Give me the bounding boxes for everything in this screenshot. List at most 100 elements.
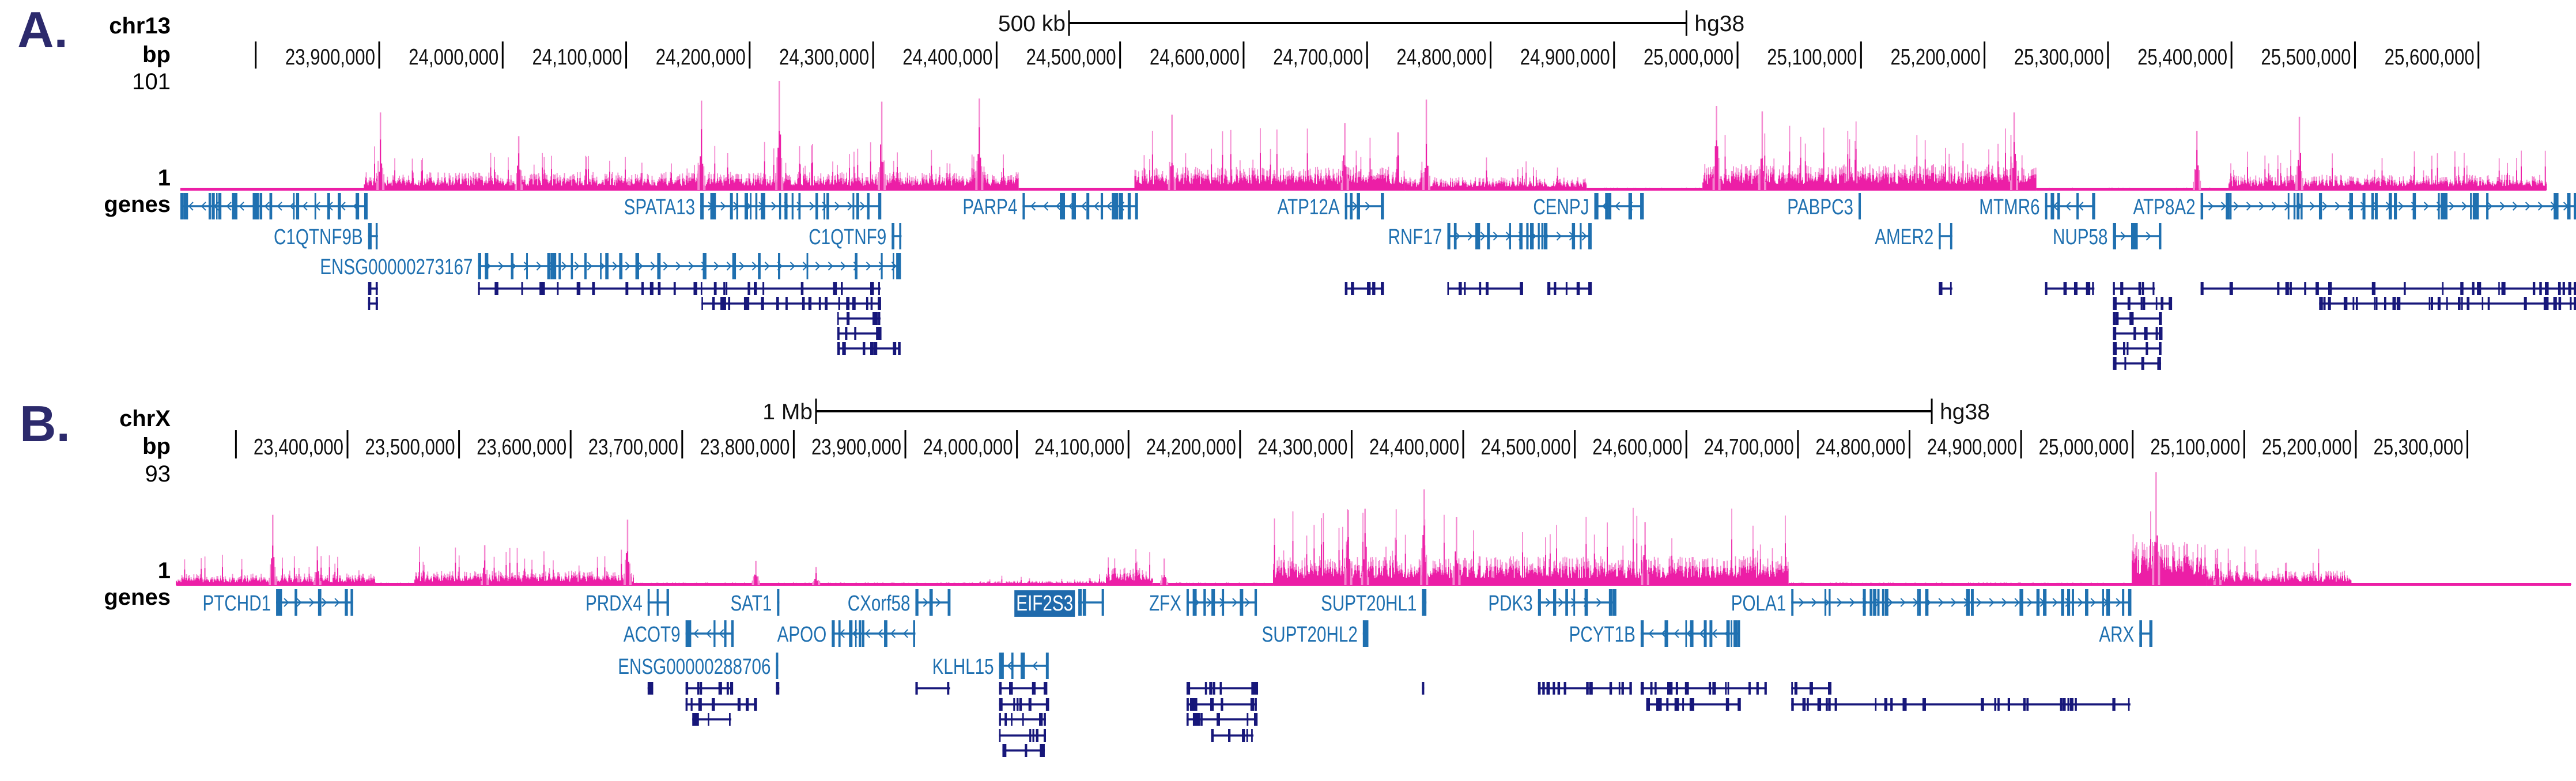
gene-label-group[interactable]: MTMR6 [1979,195,2039,219]
transcript[interactable] [1186,682,1259,695]
gene-pabpc3[interactable]: PABPC3 [1787,193,1861,219]
transcript[interactable] [2113,327,2163,340]
gene-label-group[interactable]: RNF17 [1388,225,1442,249]
gene-label[interactable]: CXorf58 [848,592,911,616]
gene-label[interactable]: SUPT20HL1 [1321,592,1417,616]
gene-label[interactable]: ACOT9 [624,623,681,647]
signal-track[interactable] [180,81,2547,191]
gene-label-group[interactable]: CXorf58 [848,592,911,616]
transcript[interactable] [368,297,378,310]
gene-label-group[interactable]: APOO [777,623,827,647]
gene-label-group[interactable]: SUPT20HL1 [1321,592,1417,616]
gene-label[interactable]: ENSG00000273167 [320,255,473,279]
genes-track[interactable]: PTCHD1 PRDX4 SAT1 CXorf58 EIF2S3 ZFX SUPT20HL1… [203,589,2152,757]
transcript[interactable] [2113,297,2173,310]
gene-label-group[interactable]: ENSG00000288706 [618,655,770,679]
gene-label[interactable]: AMER2 [1875,225,1933,249]
gene-klhl15[interactable]: KLHL15 [932,653,1049,679]
transcript[interactable] [1211,729,1254,742]
transcript[interactable] [2113,342,2162,355]
gene-parp4[interactable]: PARP4 [962,193,1138,219]
gene-pcyt1b[interactable]: PCYT1B [1569,620,1740,647]
gene-label[interactable]: MTMR6 [1979,195,2039,219]
transcript[interactable] [999,682,1048,695]
gene-label-group[interactable]: ZFX [1149,592,1181,616]
transcript[interactable] [1939,282,1952,295]
gene-label[interactable]: EIF2S3 [1016,592,1073,616]
gene-label[interactable]: SPATA13 [624,195,696,219]
gene-label-group[interactable]: KLHL15 [932,655,994,679]
gene-sat1[interactable]: SAT1 [730,589,780,616]
gene-unlabeled[interactable] [180,193,368,219]
gene-label-group[interactable]: ACOT9 [624,623,681,647]
transcript[interactable] [1791,698,2131,711]
transcript[interactable] [837,327,882,340]
transcript[interactable] [368,282,378,295]
transcript[interactable] [692,713,732,726]
signal-track[interactable] [176,472,2571,586]
transcript[interactable] [2200,282,2576,295]
gene-label[interactable]: CENPJ [1533,195,1589,219]
gene-label-group[interactable]: ATP12A [1278,195,1340,219]
transcript[interactable] [999,729,1046,742]
gene-label[interactable]: NUP58 [2053,225,2108,249]
transcript[interactable] [837,312,881,325]
gene-label-group[interactable]: ENSG00000273167 [320,255,473,279]
gene-label[interactable]: ATP12A [1278,195,1340,219]
transcript[interactable] [1791,682,1831,695]
transcript[interactable] [478,282,881,295]
gene-acot9[interactable]: ACOT9 [624,620,734,647]
transcript[interactable] [1538,682,1632,695]
gene-mtmr6[interactable]: MTMR6 [1979,193,2095,219]
gene-supt20hl1[interactable]: SUPT20HL1 [1321,589,1427,616]
gene-ensg00000288706[interactable]: ENSG00000288706 [618,653,779,679]
transcript[interactable] [1186,698,1257,711]
transcript[interactable] [999,698,1049,711]
gene-label-group[interactable]: PABPC3 [1787,195,1853,219]
gene-cenpj[interactable]: CENPJ [1533,193,1644,219]
gene-label-group[interactable]: PRDX4 [586,592,643,616]
gene-arx[interactable]: ARX [2099,620,2152,647]
gene-apoo[interactable]: APOO [777,620,916,647]
gene-label[interactable]: PTCHD1 [203,592,271,616]
transcript[interactable] [685,698,757,711]
transcript[interactable] [1002,744,1045,757]
gene-eif2s3[interactable]: EIF2S3 [1014,589,1104,617]
transcript[interactable] [1646,698,1741,711]
genes-track-label[interactable]: genes [104,192,171,217]
transcript[interactable] [776,682,780,695]
gene-label[interactable]: ARX [2099,623,2134,647]
gene-label-group[interactable]: AMER2 [1875,225,1933,249]
gene-c1qtnf9b[interactable]: C1QTNF9B [274,223,378,249]
gene-zfx[interactable]: ZFX [1149,589,1257,616]
gene-label-group[interactable]: SAT1 [730,592,772,616]
gene-label-group[interactable]: CENPJ [1533,195,1589,219]
gene-supt20hl2[interactable]: SUPT20HL2 [1261,620,1369,647]
gene-label-group[interactable]: POLA1 [1731,592,1786,616]
gene-label[interactable]: PDK3 [1488,592,1532,616]
transcript[interactable] [2113,357,2162,370]
gene-c1qtnf9[interactable]: C1QTNF9 [809,223,902,249]
transcript[interactable] [2319,297,2576,310]
gene-label[interactable]: PABPC3 [1787,195,1853,219]
gene-label-group[interactable]: NUP58 [2053,225,2108,249]
gene-label-group[interactable]: C1QTNF9 [809,225,886,249]
gene-label-group[interactable]: C1QTNF9B [274,225,363,249]
gene-label[interactable]: ZFX [1149,592,1181,616]
gene-label[interactable]: RNF17 [1388,225,1442,249]
transcript[interactable] [1186,713,1258,726]
transcript[interactable] [837,342,901,355]
transcript[interactable] [1422,682,1425,695]
gene-label[interactable]: SAT1 [730,592,772,616]
gene-label[interactable]: SUPT20HL2 [1261,623,1357,647]
gene-label[interactable]: ENSG00000288706 [618,655,770,679]
transcript[interactable] [685,682,734,695]
gene-label-group[interactable]: ATP8A2 [2133,195,2195,219]
transcript[interactable] [1344,282,1384,295]
gene-spata13[interactable]: SPATA13 [624,193,882,219]
gene-prdx4[interactable]: PRDX4 [586,589,669,616]
transcript[interactable] [1547,282,1592,295]
gene-nup58[interactable]: NUP58 [2053,223,2162,249]
gene-amer2[interactable]: AMER2 [1875,223,1952,249]
transcript[interactable] [2113,312,2162,325]
